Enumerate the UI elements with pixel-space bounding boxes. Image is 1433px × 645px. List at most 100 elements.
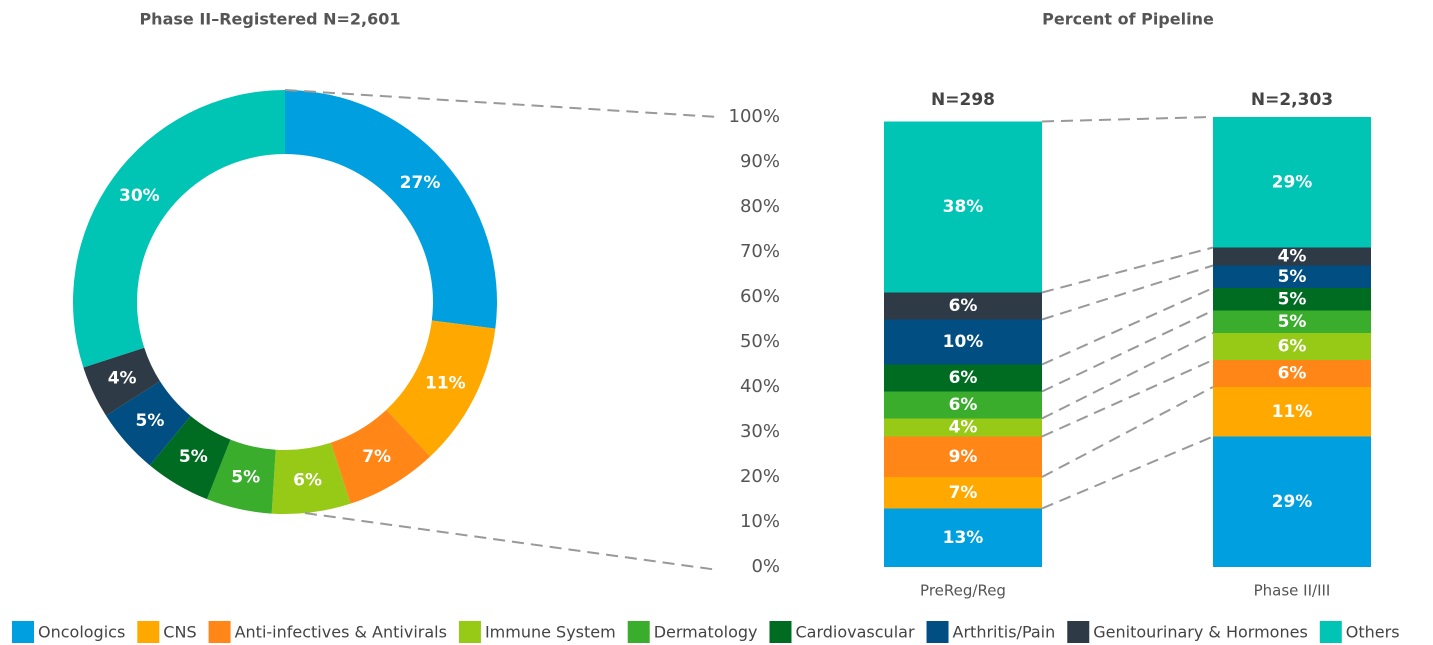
y-tick-label: 40% (740, 376, 780, 397)
bar-segment (884, 292, 1042, 320)
bar-label: 5% (1278, 267, 1307, 287)
y-tick-label: 50% (740, 331, 780, 352)
bar-segment (1213, 360, 1371, 387)
bar-segment (884, 436, 1042, 477)
bar-segment (1213, 310, 1371, 333)
bar-label: 10% (943, 332, 984, 352)
legend-label: Dermatology (654, 623, 758, 642)
bar-label: 7% (949, 483, 978, 503)
bar-segment (884, 121, 1042, 293)
bar-segment (1213, 387, 1371, 437)
bar-segment (1213, 288, 1371, 311)
y-tick-label: 20% (740, 466, 780, 487)
bar-annotation: N=298 (931, 90, 995, 110)
category-label: PreReg/Reg (920, 582, 1006, 600)
bar-annotation: N=2,303 (1251, 90, 1333, 110)
legend-swatch (208, 621, 231, 643)
bar-label: 5% (1278, 289, 1307, 309)
donut-segment (271, 442, 351, 514)
bar-label: 5% (1278, 312, 1307, 332)
bar-segment (1213, 265, 1371, 288)
donut-label: 5% (231, 468, 260, 488)
bar-label: 6% (1278, 337, 1307, 357)
legend-swatch (458, 621, 481, 643)
donut-label: 6% (293, 471, 322, 491)
bar-segment (1213, 436, 1371, 567)
legend-swatch (137, 621, 160, 643)
y-tick-label: 0% (751, 556, 780, 577)
category-label: Phase II/III (1254, 582, 1331, 600)
connector (1041, 332, 1214, 420)
bar-segment (884, 508, 1042, 567)
bar-segment (1213, 333, 1371, 360)
connector (1041, 116, 1214, 123)
bar-label: 4% (1278, 247, 1307, 267)
donut-segment (330, 409, 431, 504)
donut-segment (149, 416, 231, 500)
donut-segment (83, 347, 161, 416)
donut-segment (285, 90, 497, 329)
y-tick-label: 60% (740, 286, 780, 307)
y-tick-label: 70% (740, 241, 780, 262)
y-tick-label: 10% (740, 511, 780, 532)
legend-label: Arthritis/Pain (953, 623, 1056, 642)
connector (1041, 386, 1214, 478)
y-tick-label: 30% (740, 421, 780, 442)
bar-segment (884, 477, 1042, 509)
donut-segment (386, 320, 496, 457)
bar-label: 29% (1272, 172, 1313, 192)
legend-label: Anti-infectives & Antivirals (235, 623, 447, 642)
donut-segment (106, 381, 191, 466)
bar-label: 6% (1278, 364, 1307, 384)
bar-label: 13% (943, 528, 984, 548)
bar-label: 6% (949, 296, 978, 316)
legend-swatch (1067, 621, 1090, 643)
connector (284, 89, 719, 118)
donut-label: 5% (179, 447, 208, 467)
legend-label: Cardiovascular (795, 623, 914, 642)
bar-label: 6% (949, 368, 978, 388)
bar-label: 38% (943, 197, 984, 217)
donut-segment (206, 439, 276, 514)
bar-label: 4% (949, 418, 978, 438)
donut-label: 11% (425, 374, 466, 394)
legend-label: Oncologics (38, 623, 125, 642)
donut-label: 4% (108, 369, 137, 389)
connector (1041, 435, 1214, 510)
legend-label: Others (1346, 623, 1400, 642)
legend-label: CNS (163, 623, 196, 642)
connector (1041, 246, 1214, 294)
donut-title: Phase II–Registered N=2,601 (139, 10, 400, 29)
bar-segment (1213, 247, 1371, 266)
legend-swatch (12, 621, 34, 643)
connector (304, 512, 719, 571)
legend-swatch (627, 621, 650, 643)
bar-segment (1213, 117, 1371, 248)
donut-label: 30% (119, 186, 160, 206)
connector (1041, 287, 1214, 366)
bar-segment (884, 364, 1042, 392)
bar-segment (884, 319, 1042, 365)
connector (1041, 359, 1214, 438)
y-tick-label: 100% (729, 106, 780, 127)
bar-label: 29% (1272, 492, 1313, 512)
legend-label: Immune System (485, 623, 616, 642)
bar-segment (884, 391, 1042, 419)
donut-label: 5% (136, 411, 165, 431)
bar-segment (884, 418, 1042, 437)
legend-swatch (1319, 621, 1342, 643)
donut-label: 27% (400, 173, 441, 193)
legend-swatch (769, 621, 792, 643)
connector (1041, 264, 1214, 321)
legend-swatch (926, 621, 949, 643)
bar-title: Percent of Pipeline (1042, 10, 1214, 29)
bar-label: 11% (1272, 402, 1313, 422)
bar-label: 9% (949, 447, 978, 467)
y-tick-label: 90% (740, 151, 780, 172)
legend-label: Genitourinary & Hormones (1093, 623, 1308, 642)
bar-label: 6% (949, 395, 978, 415)
donut-label: 7% (362, 447, 391, 467)
connector (1041, 309, 1214, 393)
donut-segment (72, 90, 285, 368)
